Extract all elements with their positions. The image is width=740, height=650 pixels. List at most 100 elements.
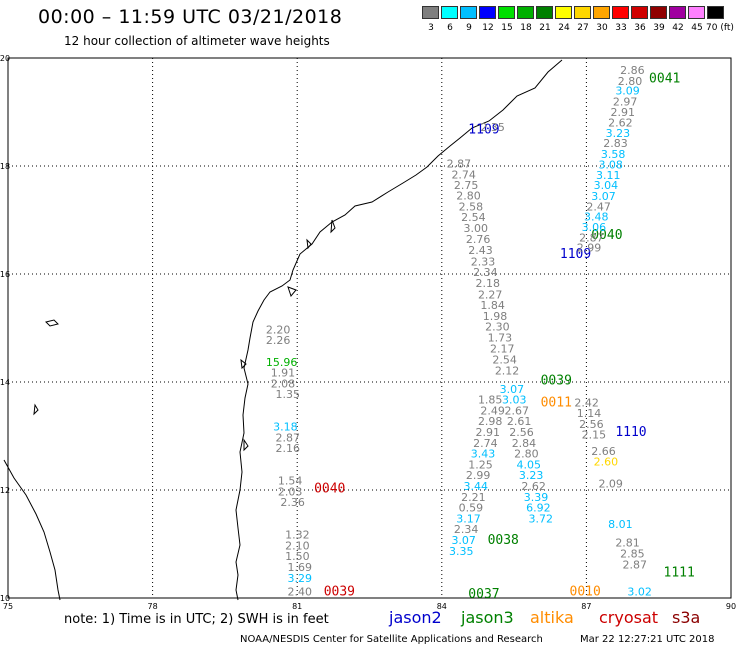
swh-value: 2.26 bbox=[266, 334, 291, 347]
swh-value: 2.60 bbox=[594, 456, 619, 469]
scale-swatch bbox=[631, 6, 648, 19]
swh-value: 2.18 bbox=[476, 277, 501, 290]
map-grid bbox=[7, 57, 732, 599]
swh-value: 2.54 bbox=[461, 211, 486, 224]
swh-value: 1.98 bbox=[483, 310, 508, 323]
swh-value: 3.72 bbox=[529, 512, 554, 525]
swh-value: 2.34 bbox=[454, 523, 479, 536]
swh-value: 1.14 bbox=[577, 407, 602, 420]
swh-value: 3.07 bbox=[591, 190, 616, 203]
x-tick-label: 75 bbox=[3, 602, 13, 611]
swh-value: 2.34 bbox=[473, 266, 498, 279]
swh-value: 2.20 bbox=[266, 323, 291, 336]
swh-value: 2.87 bbox=[276, 431, 301, 444]
map-frame bbox=[7, 57, 732, 599]
y-tick-label: 10 bbox=[0, 594, 10, 603]
swh-value: 3.29 bbox=[288, 572, 313, 585]
track-label: 0041 bbox=[649, 71, 680, 86]
swh-value: 3.07 bbox=[500, 383, 525, 396]
track-label: 1111 bbox=[664, 565, 695, 580]
track-label: 0037 bbox=[468, 587, 499, 602]
swh-value: 3.09 bbox=[615, 85, 640, 98]
scale-swatch bbox=[555, 6, 572, 19]
scale-swatch bbox=[650, 6, 667, 19]
swh-value: 2.40 bbox=[288, 585, 313, 598]
x-tick-label: 84 bbox=[437, 602, 447, 611]
coastline-srilanka bbox=[3, 459, 61, 601]
x-tick-label: 87 bbox=[581, 602, 591, 611]
swh-value: 3.23 bbox=[519, 469, 544, 482]
y-tick-label: 14 bbox=[0, 378, 10, 387]
scale-swatch bbox=[460, 6, 477, 19]
swh-value: 2.09 bbox=[598, 477, 623, 490]
swh-value: 3.07 bbox=[451, 534, 476, 547]
swh-value: 2.76 bbox=[466, 233, 491, 246]
scale-label: 6 bbox=[447, 23, 453, 33]
swh-value: 0.59 bbox=[459, 502, 484, 515]
track-label: 0010 bbox=[570, 584, 601, 599]
footer-timestamp: Mar 22 12:27:21 UTC 2018 bbox=[580, 634, 715, 645]
swh-value: 3.04 bbox=[594, 179, 619, 192]
scale-label: 33 bbox=[615, 23, 627, 33]
track-label: 1110 bbox=[615, 425, 646, 440]
swh-value: 2.27 bbox=[478, 288, 503, 301]
swh-value: 2.49 bbox=[480, 404, 505, 417]
swh-value: 2.56 bbox=[509, 426, 534, 439]
scale-swatch bbox=[669, 6, 686, 19]
swh-value: 2.30 bbox=[485, 321, 510, 334]
swh-value: 2.08 bbox=[271, 377, 296, 390]
swh-value: 3.39 bbox=[524, 491, 549, 504]
scale-swatch bbox=[498, 6, 515, 19]
track-label: 0038 bbox=[488, 533, 519, 548]
swh-value: 2.74 bbox=[473, 437, 498, 450]
swh-value: 2.56 bbox=[579, 418, 604, 431]
track-label: 0039 bbox=[541, 374, 572, 389]
swh-value: 2.36 bbox=[280, 496, 305, 509]
swh-value: 2.62 bbox=[608, 117, 633, 130]
swh-value: 3.17 bbox=[456, 512, 481, 525]
coastline-india bbox=[235, 59, 563, 601]
scale-label: 36 bbox=[634, 23, 646, 33]
x-tick-label: 90 bbox=[726, 602, 736, 611]
swh-value: 2.42 bbox=[574, 396, 599, 409]
swh-value: 2.98 bbox=[478, 415, 503, 428]
scale-label: 30 bbox=[596, 23, 608, 33]
swh-value: 3.44 bbox=[463, 480, 488, 493]
swh-values: 2.862.803.092.972.912.623.232.833.583.08… bbox=[266, 64, 652, 598]
swh-value: 1.32 bbox=[285, 529, 310, 542]
swh-value: 2.12 bbox=[495, 364, 520, 377]
swh-value: 2.99 bbox=[577, 241, 602, 254]
swh-value: 3.43 bbox=[471, 448, 496, 461]
swh-value: 15.96 bbox=[266, 356, 298, 369]
swh-value: 2.80 bbox=[618, 75, 643, 88]
swh-value: 2.87 bbox=[579, 232, 604, 245]
swh-value: 3.08 bbox=[598, 159, 623, 172]
swh-value: 2.91 bbox=[611, 106, 636, 119]
axis-ticks: 75 78 81 84 87 90 10 12 14 16 18 20 bbox=[0, 54, 736, 611]
y-tick-label: 18 bbox=[0, 162, 10, 171]
y-tick-label: 12 bbox=[0, 486, 10, 495]
swh-value: 2.87 bbox=[447, 158, 472, 171]
swh-value: 1.84 bbox=[480, 299, 505, 312]
x-tick-label: 78 bbox=[148, 602, 158, 611]
legend-s3a: s3a bbox=[672, 608, 701, 627]
swh-value: 2.99 bbox=[466, 469, 491, 482]
swh-value: 2.80 bbox=[456, 189, 481, 202]
scale-swatch bbox=[479, 6, 496, 19]
swh-value: 2.62 bbox=[521, 480, 546, 493]
page-subtitle: 12 hour collection of altimeter wave hei… bbox=[64, 34, 330, 48]
swh-value: 3.03 bbox=[502, 394, 527, 407]
track-label: 0039 bbox=[324, 584, 355, 599]
scale-label: 24 bbox=[558, 23, 570, 33]
small-islands bbox=[33, 219, 336, 452]
y-tick-label: 16 bbox=[0, 270, 10, 279]
swh-value: 2.21 bbox=[461, 491, 486, 504]
swh-value: 3.00 bbox=[463, 222, 488, 235]
legend-altika: altika bbox=[530, 608, 574, 627]
swh-value: 1.54 bbox=[278, 475, 303, 488]
swh-value: 8.01 bbox=[608, 518, 633, 531]
swh-value: 3.58 bbox=[601, 148, 626, 161]
swh-value: 1.35 bbox=[276, 388, 301, 401]
swh-value: 2.75 bbox=[454, 179, 479, 192]
